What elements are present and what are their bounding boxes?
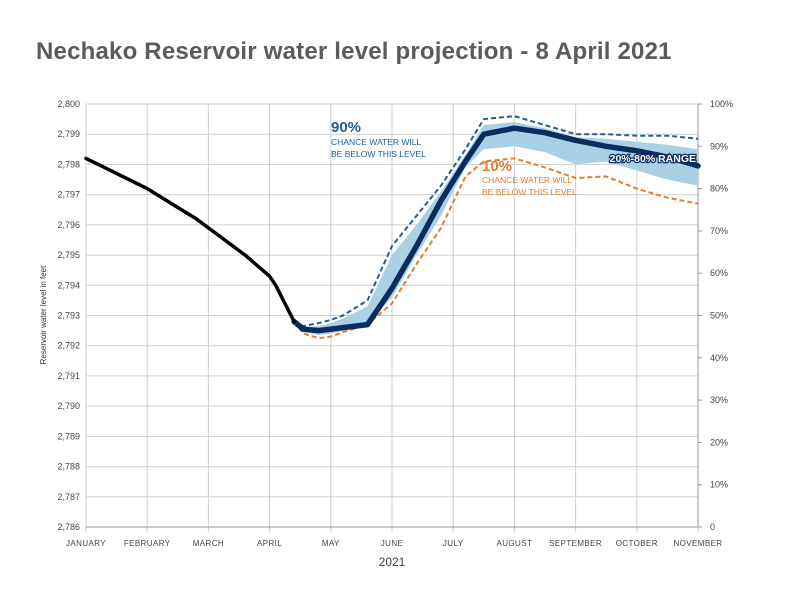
x-tick-label: JUNE [381,539,404,548]
y-tick-label: 2,795 [57,250,80,260]
x-tick-label: NOVEMBER [674,539,723,548]
y-tick-label: 2,786 [57,522,80,532]
y2-tick-label: 10% [710,480,728,490]
x-tick-label: MARCH [193,539,224,548]
x-tick-label: APRIL [257,539,282,548]
series-line-p10 [293,157,699,340]
y2-tick-label: 20% [710,437,728,447]
y2-axis-labels: 100% 90% 80% 70% 60% 50% 40% 30% 20% 10% 0 [710,99,733,532]
y-tick-label: 2,797 [57,190,80,200]
y2-tick-label: 0 [710,522,715,532]
y-tick-label: 2,787 [57,492,80,502]
y2-tick-label: 50% [710,311,728,321]
x-tick-label: SEPTEMBER [549,539,602,548]
y-axis-title: Reservoir water level in feet [39,265,48,364]
y2-tick-label: 70% [710,226,728,236]
p10-text-line-1: CHANCE WATER WILL [482,175,572,185]
series-line-p90 [293,115,699,328]
y2-tick-label: 90% [710,141,728,151]
p90-text-line-1: CHANCE WATER WILL [331,137,421,147]
chart-title: Nechako Reservoir water level projection… [36,38,672,65]
y-tick-label: 2,789 [57,431,80,441]
y-tick-label: 2,791 [57,371,80,381]
p10-percent-label: 10% [482,158,512,175]
y-tick-label: 2,793 [57,311,80,321]
series-line-median [291,125,701,334]
x-axis-title: 2021 [379,555,406,569]
y2-tick-label: 100% [710,99,733,109]
y2-tick-label: 60% [710,268,728,278]
p10-text-line-2: BE BELOW THIS LEVEL [482,187,577,197]
y-tick-label: 2,796 [57,220,80,230]
x-tick-label: OCTOBER [616,539,658,548]
y-tick-label: 2,794 [57,280,80,290]
y-tick-label: 2,788 [57,462,80,472]
p90-percent-label: 90% [331,119,361,136]
y-tick-label: 2,792 [57,341,80,351]
y-tick-label: 2,798 [57,159,80,169]
y-tick-label: 2,800 [57,99,80,109]
x-tick-label: FEBRUARY [124,539,171,548]
y2-tick-label: 80% [710,184,728,194]
y2-tick-label: 40% [710,353,728,363]
x-tick-label: JANUARY [66,539,106,548]
x-tick-label: JULY [443,539,464,548]
series-layer [84,115,701,340]
series-line-observed [84,156,296,324]
x-tick-label: MAY [322,539,340,548]
y2-tick-label: 30% [710,395,728,405]
y-tick-label: 2,790 [57,401,80,411]
x-tick-label: AUGUST [497,539,533,548]
x-axis-labels: JANUARY FEBRUARY MARCH APRIL MAY JUNE JULY AUGU… [66,539,723,548]
range-label: 20%-80% RANGE [610,153,696,165]
gridlines [85,103,702,532]
y-axis-labels: 2,800 2,799 2,798 2,797 2,796 2,795 2,794 2,793… [57,99,80,532]
y-tick-label: 2,799 [57,129,80,139]
p90-text-line-2: BE BELOW THIS LEVEL [331,149,426,159]
